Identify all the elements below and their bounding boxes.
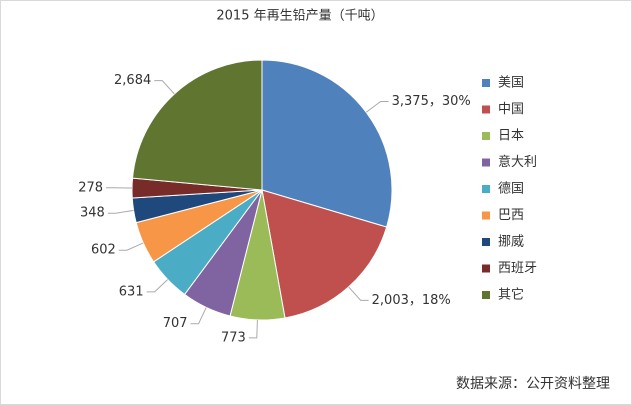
legend-label: 日本 xyxy=(498,129,524,144)
data-label: 348 xyxy=(80,206,105,221)
pie-slice xyxy=(132,59,263,191)
legend-label: 中国 xyxy=(498,102,524,117)
legend-label: 西班牙 xyxy=(498,261,537,276)
data-label: 278 xyxy=(78,180,103,195)
data-label: 602 xyxy=(91,243,116,258)
leader-line xyxy=(248,319,258,339)
legend-swatch xyxy=(482,105,490,114)
legend-label: 德国 xyxy=(498,182,524,197)
legend-swatch xyxy=(482,238,490,246)
data-label: 773 xyxy=(221,330,246,345)
leader-line xyxy=(154,80,175,95)
leader-line xyxy=(190,307,207,325)
legend-label: 意大利 xyxy=(498,154,537,170)
legend-label: 美国 xyxy=(498,76,524,91)
data-label: 707 xyxy=(163,316,188,331)
legend-swatch xyxy=(482,264,490,273)
legend-swatch xyxy=(482,185,490,193)
leader-line xyxy=(118,242,144,251)
data-label: 631 xyxy=(119,284,144,299)
source-note: 数据来源：公开资料整理 xyxy=(456,376,610,392)
legend-swatch xyxy=(482,79,490,87)
legend-swatch xyxy=(482,211,490,220)
data-label: 2,684 xyxy=(114,73,151,88)
leader-line xyxy=(365,101,389,113)
data-label: 3,375，30% xyxy=(392,94,471,109)
chart-title: 2015 年再生铅产量（千吨） xyxy=(216,9,383,24)
legend-swatch xyxy=(482,158,490,167)
leader-line xyxy=(348,286,369,301)
leader-line xyxy=(107,209,134,214)
legend-swatch xyxy=(482,291,490,299)
legend-swatch xyxy=(482,132,490,140)
legend-label: 其它 xyxy=(498,287,524,303)
legend-label: 巴西 xyxy=(498,208,524,223)
leader-line xyxy=(146,279,169,293)
legend-label: 挪威 xyxy=(498,235,524,250)
data-label: 2,003，18% xyxy=(372,293,451,308)
